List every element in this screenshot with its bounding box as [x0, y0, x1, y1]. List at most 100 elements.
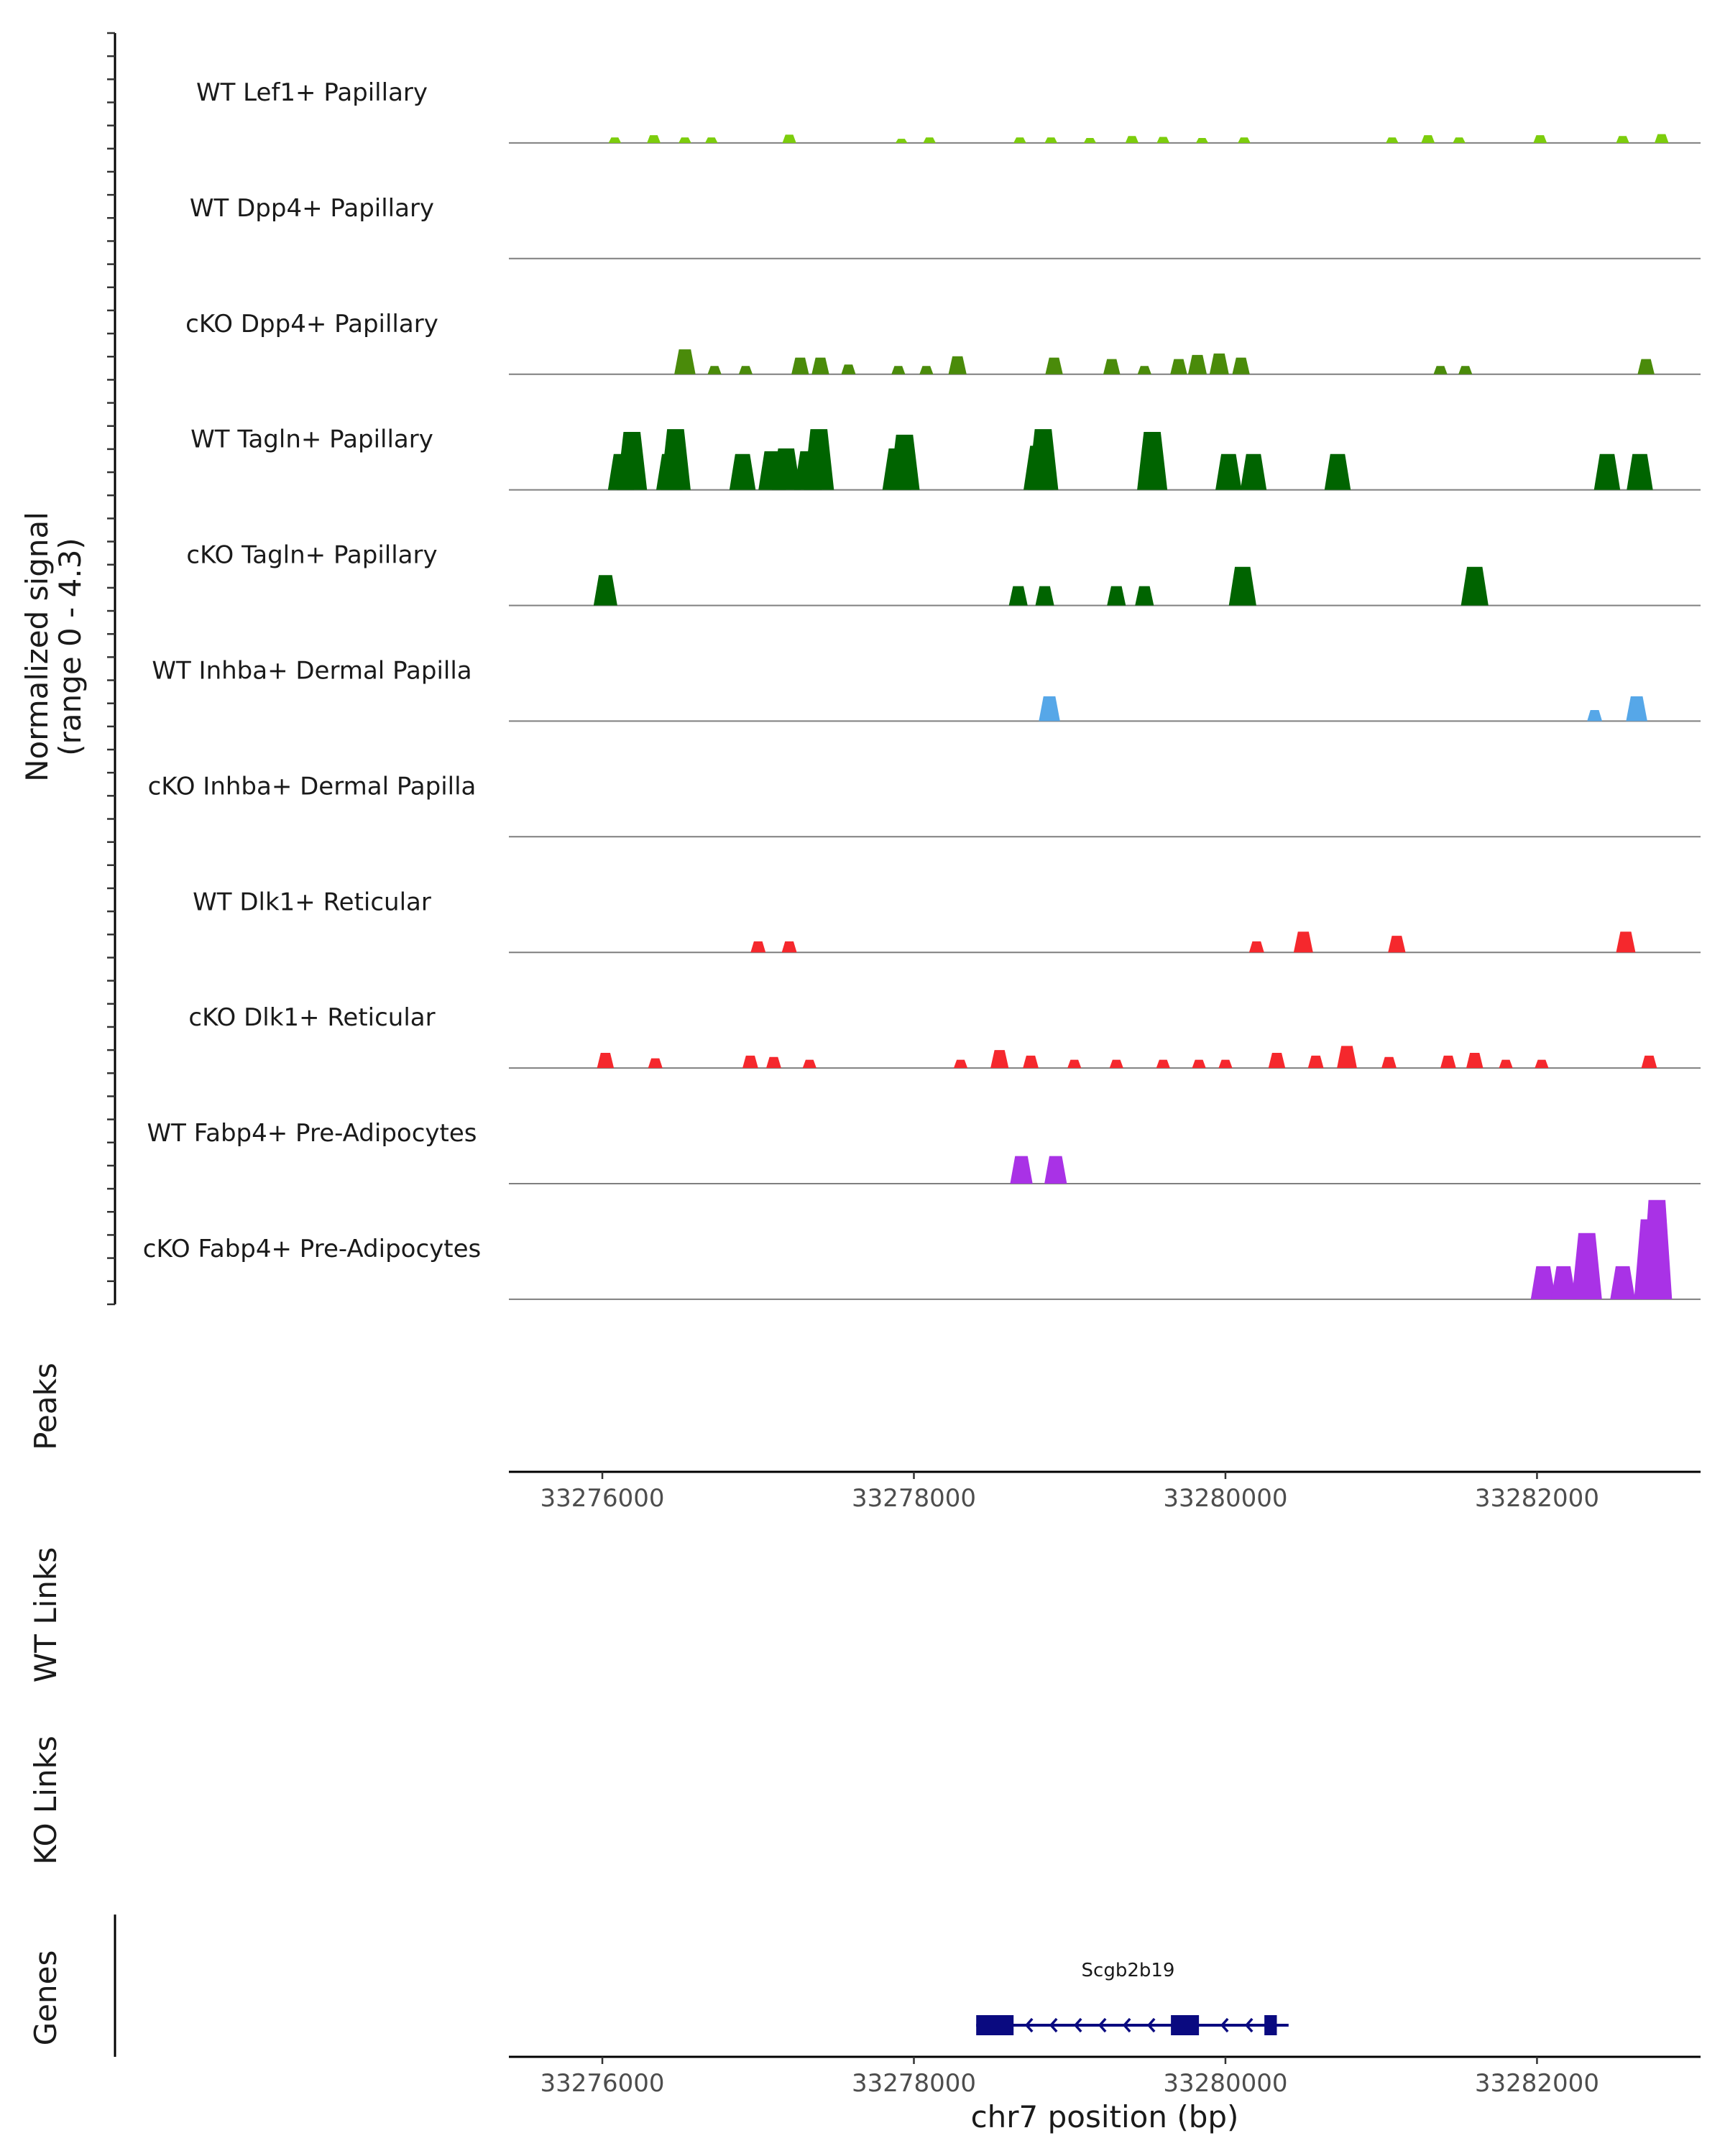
coverage-peak — [1103, 359, 1121, 374]
coverage-peak — [1421, 135, 1435, 143]
coverage-peak — [1386, 137, 1399, 143]
coverage-peak — [1616, 136, 1629, 143]
gene-annotation-track: Scgb2b19 — [976, 1960, 1289, 2035]
track-label: WT Lef1+ Papillary — [196, 78, 428, 107]
strand-arrow — [1244, 2017, 1254, 2033]
gene-model: Scgb2b19 — [976, 1960, 1289, 2035]
x-tick-label: 33278000 — [852, 2069, 976, 2098]
x-tick-label: 33278000 — [852, 1484, 976, 1513]
coverage-peak — [648, 1058, 663, 1069]
strand-arrow — [1049, 2017, 1058, 2033]
coverage-peak — [1035, 586, 1054, 606]
coverage-peak — [1044, 1156, 1067, 1184]
coverage-peak — [1228, 566, 1256, 606]
track-label: cKO Inhba+ Dermal Papilla — [148, 772, 477, 801]
genes-track-label: Genes — [28, 1950, 63, 2046]
track-label: cKO Dpp4+ Papillary — [185, 310, 438, 338]
coverage-peak — [1381, 1056, 1397, 1069]
coverage-peak — [750, 941, 766, 953]
coverage-peak — [1627, 453, 1653, 490]
strand-arrow — [1122, 2017, 1131, 2033]
x-tick-label: 33276000 — [540, 1484, 665, 1513]
coverage-track: cKO Dpp4+ Papillary — [185, 310, 1701, 375]
coverage-peak — [1453, 137, 1466, 143]
coverage-peak — [919, 366, 934, 374]
track-label: cKO Dlk1+ Reticular — [188, 1003, 435, 1032]
coverage-peak — [804, 429, 834, 490]
coverage-track: WT Lef1+ Papillary — [196, 78, 1701, 144]
coverage-peak — [811, 357, 829, 374]
coverage-peak — [1232, 357, 1250, 374]
track-label: cKO Tagln+ Papillary — [186, 541, 437, 570]
coverage-peak — [990, 1050, 1009, 1069]
coverage-peak — [1530, 1266, 1556, 1299]
x-tick-label: 33276000 — [540, 2069, 665, 2098]
coverage-peak — [1156, 137, 1170, 143]
coverage-peak — [1067, 1059, 1082, 1069]
coverage-peak — [1240, 453, 1267, 490]
coverage-peak — [1533, 135, 1547, 143]
coverage-track: cKO Inhba+ Dermal Papilla — [148, 772, 1701, 838]
coverage-peak — [1587, 710, 1603, 722]
track-label: WT Tagln+ Papillary — [190, 425, 433, 454]
coverage-peak — [841, 364, 856, 374]
coverage-peak — [1460, 566, 1489, 606]
coverage-peak — [953, 1059, 968, 1069]
peaks-x-axis-ticks: 33276000 33278000 33280000 33282000 — [540, 1472, 1599, 1513]
coverage-peak — [1028, 429, 1059, 490]
coverage-peak — [1135, 586, 1154, 606]
coverage-peak — [782, 134, 796, 143]
coverage-peak — [1637, 359, 1655, 374]
track-label: cKO Fabp4+ Pre-Adipocytes — [143, 1235, 482, 1263]
coverage-peak — [1010, 1156, 1033, 1184]
coverage-peak — [1593, 453, 1621, 490]
coverage-peak — [1388, 936, 1406, 953]
coverage-track: cKO Fabp4+ Pre-Adipocytes — [143, 1199, 1701, 1300]
coverage-peak — [765, 1056, 781, 1069]
track-label: WT Dlk1+ Reticular — [193, 888, 431, 916]
coverage-peak — [1125, 136, 1139, 143]
coverage-peak — [771, 448, 801, 490]
coverage-peak — [738, 366, 753, 374]
coverage-peak — [597, 1052, 615, 1069]
coverage-peak — [1137, 366, 1151, 374]
coverage-track: WT Tagln+ Papillary — [190, 425, 1701, 491]
coverage-track: cKO Tagln+ Papillary — [186, 541, 1701, 607]
track-label: WT Inhba+ Dermal Papilla — [152, 657, 472, 686]
coverage-peak — [1170, 359, 1187, 374]
gene-name-label: Scgb2b19 — [1082, 1960, 1175, 1981]
coverage-tracks: WT Lef1+ Papillary WT Dpp4+ Papillary cKO … — [143, 78, 1701, 1300]
coverage-peak — [1466, 1052, 1484, 1069]
coverage-peak — [1238, 137, 1251, 143]
coverage-peak — [617, 432, 648, 490]
coverage-peak — [1013, 137, 1026, 143]
coverage-peak — [1109, 1059, 1123, 1069]
coverage-peak — [889, 434, 920, 490]
coverage-peak — [1642, 1199, 1673, 1299]
coverage-peak — [923, 137, 936, 143]
coverage-peak — [1107, 586, 1126, 606]
coverage-peak — [1641, 1055, 1657, 1069]
coverage-peak — [705, 137, 718, 143]
x-tick-label: 33282000 — [1475, 2069, 1599, 2098]
signal-left-axis — [107, 32, 116, 1306]
coverage-peak — [1083, 137, 1096, 143]
strand-arrow — [1146, 2017, 1156, 2033]
coverage-peak — [660, 429, 691, 490]
coverage-peak — [1187, 354, 1207, 374]
coverage-peak — [1324, 453, 1351, 490]
coverage-peak — [1268, 1052, 1286, 1069]
coverage-peak — [1195, 137, 1209, 143]
coverage-peak — [791, 357, 809, 374]
x-tick-label: 33280000 — [1163, 2069, 1287, 2098]
coverage-track: cKO Dlk1+ Reticular — [188, 1003, 1701, 1069]
coverage-peak — [802, 1059, 816, 1069]
coverage-peak — [647, 135, 661, 143]
coverage-peak — [1626, 696, 1647, 722]
strand-arrow — [1073, 2017, 1082, 2033]
coverage-peak — [1008, 586, 1028, 606]
strand-arrow — [1024, 2017, 1034, 2033]
coverage-track: WT Inhba+ Dermal Papilla — [152, 657, 1701, 722]
genes-x-axis-ticks: 33276000 33278000 33280000 33282000 — [540, 2057, 1599, 2098]
